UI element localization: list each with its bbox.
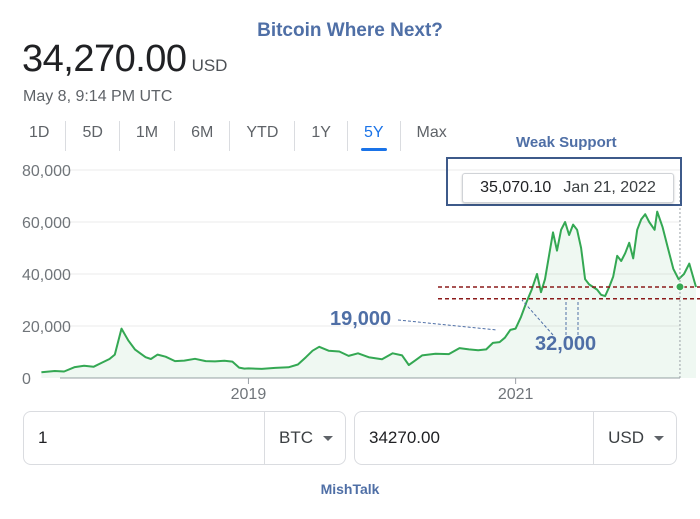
to-currency-select[interactable]: USD xyxy=(594,428,676,448)
tab-6m[interactable]: 6M xyxy=(174,121,229,151)
converter-from: 1 BTC xyxy=(23,411,346,465)
tab-5d[interactable]: 5D xyxy=(65,121,118,151)
price-timestamp: May 8, 9:14 PM UTC xyxy=(23,88,173,105)
y-tick-label: 80,000 xyxy=(22,163,71,180)
y-tick-label: 40,000 xyxy=(22,267,71,284)
tab-1d[interactable]: 1D xyxy=(29,124,50,141)
chart-title: Bitcoin Where Next? xyxy=(257,20,443,41)
annotation-19000: 19,000 xyxy=(330,308,392,330)
arrow-19000 xyxy=(397,319,498,331)
caret-down-icon xyxy=(323,435,333,441)
x-tick-label: 2021 xyxy=(498,386,534,403)
current-price: 34,270.00 xyxy=(22,38,187,80)
annotation-arrows xyxy=(397,299,579,336)
converter-to: 34270.00 USD xyxy=(354,411,677,465)
y-tick-label: 20,000 xyxy=(22,319,71,336)
tooltip-value: 35,070.10 xyxy=(480,179,552,196)
weak-support-label: Weak Support xyxy=(516,134,617,151)
from-currency-select[interactable]: BTC xyxy=(265,428,345,448)
price-line xyxy=(41,210,697,374)
tab-ytd[interactable]: YTD xyxy=(229,121,294,151)
arrow-32000 xyxy=(521,299,554,336)
x-axis-ticks: 2019 2021 xyxy=(231,378,534,403)
tooltip-date: Jan 21, 2022 xyxy=(563,179,656,196)
price-header: 34,270.00 USD xyxy=(22,38,227,81)
tab-1y[interactable]: 1Y xyxy=(294,121,347,151)
annotation-32000: 32,000 xyxy=(535,333,597,355)
divider xyxy=(264,412,265,464)
range-tabs: 1D 5D 1M 6M YTD 1Y 5Y Max xyxy=(22,121,463,153)
tab-5y[interactable]: 5Y xyxy=(346,121,400,151)
hover-point xyxy=(675,282,685,292)
tooltip-highlight-box xyxy=(446,157,682,206)
caret-down-icon xyxy=(654,435,664,441)
price-chart[interactable]: 0 20,000 40,000 60,000 80,000 2019 2021 xyxy=(0,155,700,405)
y-tick-label: 60,000 xyxy=(22,215,71,232)
to-amount-input[interactable]: 34270.00 xyxy=(369,428,440,447)
price-area xyxy=(41,211,696,378)
from-amount-input[interactable]: 1 xyxy=(38,428,48,447)
y-tick-label: 0 xyxy=(22,371,31,388)
divider xyxy=(593,412,595,464)
chart-grid xyxy=(60,169,680,379)
y-axis-ticks: 0 20,000 40,000 60,000 80,000 xyxy=(22,163,71,388)
footer-credit: MishTalk xyxy=(320,481,380,497)
tab-1m[interactable]: 1M xyxy=(118,121,174,151)
support-lines xyxy=(438,286,700,300)
tab-max[interactable]: Max xyxy=(399,121,463,151)
hover-tooltip: 35,070.10 Jan 21, 2022 xyxy=(462,173,674,203)
from-currency-label: BTC xyxy=(279,428,313,447)
x-tick-label: 2019 xyxy=(231,386,267,403)
price-currency: USD xyxy=(191,56,228,75)
to-currency-label: USD xyxy=(608,428,644,447)
